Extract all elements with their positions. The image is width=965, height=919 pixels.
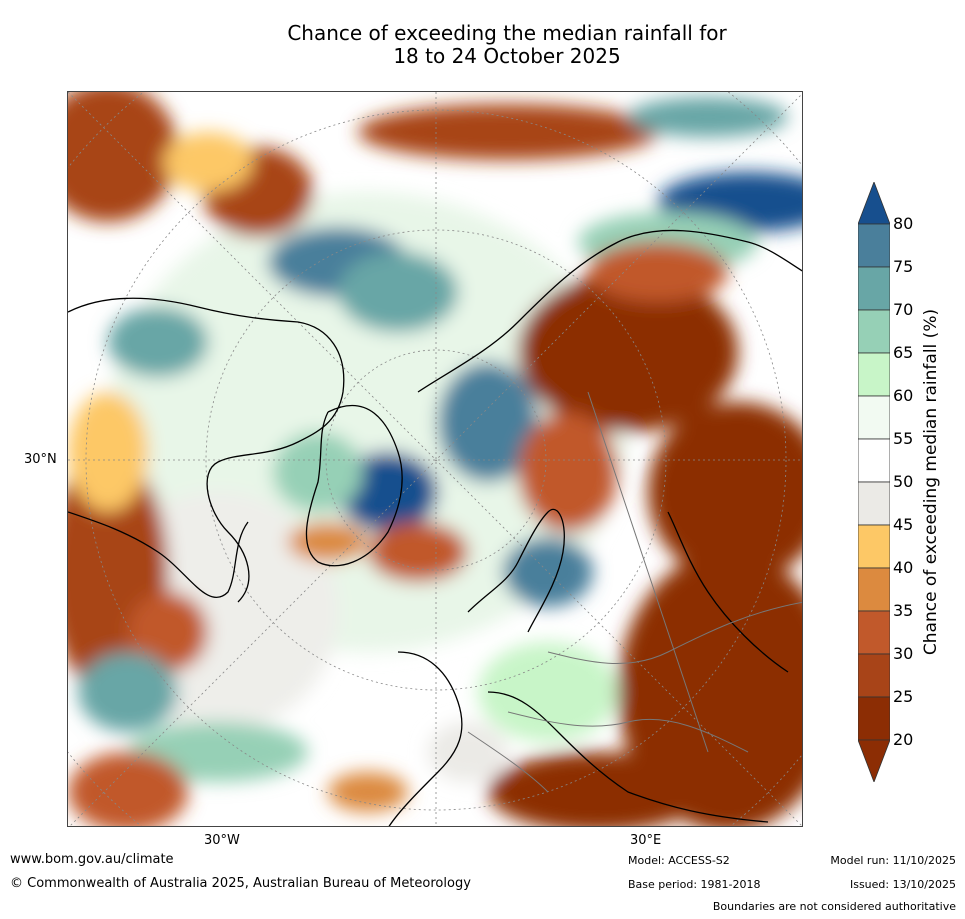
map-canvas bbox=[68, 92, 802, 826]
colorbar-tick-label: 65 bbox=[893, 343, 914, 362]
title-line-2: 18 to 24 October 2025 bbox=[393, 44, 621, 68]
base-period: Base period: 1981-2018 bbox=[628, 878, 761, 891]
chart-title: Chance of exceeding the median rainfall … bbox=[0, 22, 965, 68]
colorbar bbox=[858, 182, 890, 782]
colorbar-tick-label: 80 bbox=[893, 214, 914, 233]
lon-label-30e: 30°E bbox=[630, 833, 662, 848]
colorbar-arrow-bottom bbox=[858, 739, 890, 782]
colorbar-segment bbox=[858, 653, 890, 698]
website-link[interactable]: www.bom.gov.au/climate bbox=[10, 852, 174, 867]
colorbar-tick-label: 60 bbox=[893, 386, 914, 405]
colorbar-tick-label: 50 bbox=[893, 472, 914, 491]
colorbar-tick-label: 70 bbox=[893, 300, 914, 319]
colorbar-tick-label: 55 bbox=[893, 429, 914, 448]
colorbar-segment bbox=[858, 395, 890, 440]
colorbar-segment bbox=[858, 610, 890, 655]
model-run-date: Model run: 11/10/2025 bbox=[830, 854, 956, 867]
colorbar-tick-label: 30 bbox=[893, 644, 914, 663]
colorbar-tick-label: 25 bbox=[893, 687, 914, 706]
coastlines bbox=[68, 229, 802, 826]
colorbar-tick-label: 45 bbox=[893, 515, 914, 534]
title-line-1: Chance of exceeding the median rainfall … bbox=[287, 21, 727, 45]
rainfall-probability-map bbox=[67, 91, 803, 827]
country-boundaries bbox=[467, 391, 802, 793]
colorbar-segment bbox=[858, 481, 890, 526]
issued-date: Issued: 13/10/2025 bbox=[849, 878, 956, 891]
copyright-notice: © Commonwealth of Australia 2025, Austra… bbox=[10, 876, 471, 891]
colorbar-tick-label: 40 bbox=[893, 558, 914, 577]
colorbar-segment bbox=[858, 309, 890, 354]
colorbar-title: Chance of exceeding median rainfall (%) bbox=[921, 308, 941, 656]
lat-label-30n: 30°N bbox=[24, 452, 57, 467]
model-name: Model: ACCESS-S2 bbox=[628, 854, 730, 867]
lon-label-30w: 30°W bbox=[204, 833, 240, 848]
colorbar-segment bbox=[858, 352, 890, 397]
colorbar-tick-label: 20 bbox=[893, 730, 914, 749]
colorbar-segment bbox=[858, 524, 890, 569]
colorbar-arrow-top bbox=[858, 182, 890, 225]
colorbar-segment bbox=[858, 266, 890, 311]
colorbar-segment bbox=[858, 223, 890, 268]
boundaries-disclaimer: Boundaries are not considered authoritat… bbox=[712, 900, 956, 913]
colorbar-segment bbox=[858, 696, 890, 741]
colorbar-segment bbox=[858, 438, 890, 483]
colorbar-tick-label: 75 bbox=[893, 257, 914, 276]
colorbar-tick-label: 35 bbox=[893, 601, 914, 620]
graticule bbox=[68, 92, 802, 826]
colorbar-segment bbox=[858, 567, 890, 612]
